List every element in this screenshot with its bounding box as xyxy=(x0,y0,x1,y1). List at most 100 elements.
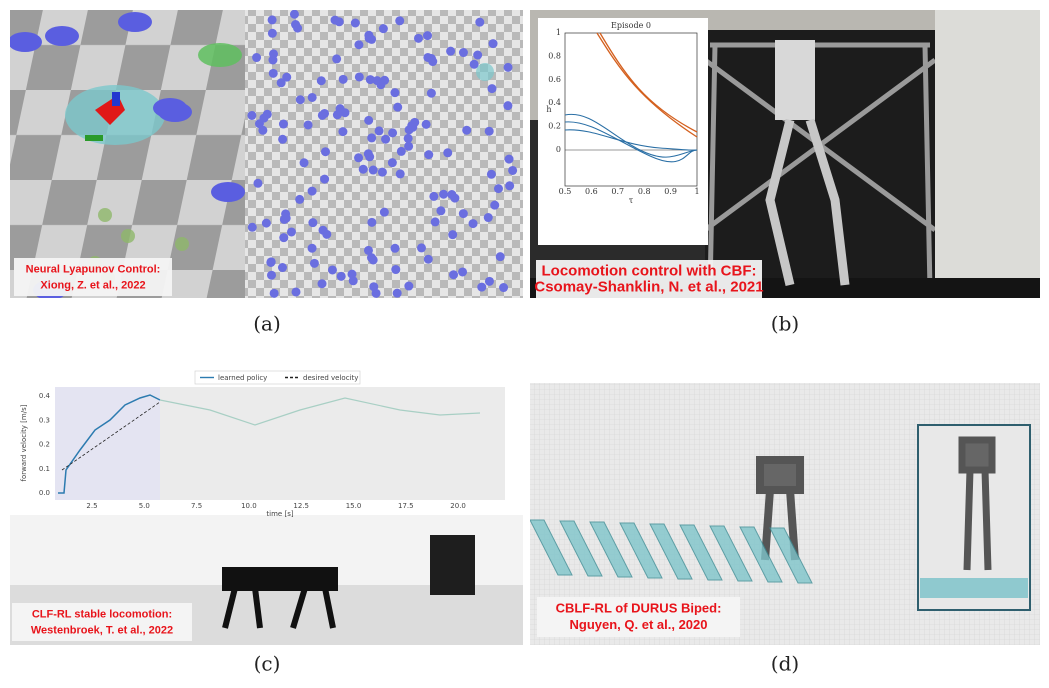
obstacle xyxy=(391,244,400,253)
obstacle xyxy=(508,166,517,175)
x-axis-label: time [s] xyxy=(266,510,293,518)
x-tick-label: 2.5 xyxy=(86,502,97,510)
obstacle xyxy=(317,76,326,85)
obstacle xyxy=(255,119,264,128)
obstacle xyxy=(428,57,437,66)
obstacle xyxy=(395,16,404,25)
obstacle xyxy=(351,19,360,28)
x-tick-label: 0.9 xyxy=(664,187,677,196)
obstacle xyxy=(354,153,363,162)
inset-title: Episode 0 xyxy=(611,21,651,30)
obstacle xyxy=(252,53,261,62)
marker xyxy=(175,237,189,251)
inset-plot xyxy=(538,18,708,245)
figure: Neural Lyapunov Control:Xiong, Z. et al.… xyxy=(0,0,1049,688)
caption-line: Westenbroek, T. et al., 2022 xyxy=(31,624,173,636)
obstacle xyxy=(388,128,397,137)
x-tick-label: 0.7 xyxy=(611,187,624,196)
obstacle xyxy=(424,255,433,264)
obstacle xyxy=(424,150,433,159)
obstacle xyxy=(473,51,482,60)
obstacle xyxy=(485,127,494,136)
y-tick-label: 0.0 xyxy=(39,489,50,497)
y-tick-label: 0.1 xyxy=(39,465,50,473)
y-tick-label: 0.2 xyxy=(39,441,50,449)
obstacle xyxy=(269,49,278,58)
obstacle xyxy=(367,253,376,262)
x-tick-label: 0.6 xyxy=(585,187,598,196)
obstacle xyxy=(397,147,406,156)
goal xyxy=(198,43,242,67)
obstacle xyxy=(378,168,387,177)
obstacle xyxy=(462,126,471,135)
obstacle xyxy=(359,165,368,174)
x-tick-label: 12.5 xyxy=(293,502,309,510)
y-tick-label: 0 xyxy=(556,145,561,154)
obstacle xyxy=(320,175,329,184)
obstacle xyxy=(487,84,496,93)
obstacle xyxy=(391,265,400,274)
obstacle xyxy=(310,259,319,268)
caption-line: Nguyen, Q. et al., 2020 xyxy=(570,617,708,632)
obstacle xyxy=(267,271,276,280)
y-axis-label: forward velocity [m/s] xyxy=(20,404,28,481)
obstacle xyxy=(417,243,426,252)
obstacle xyxy=(328,265,337,274)
obstacle xyxy=(335,17,344,26)
y-tick-label: 0.3 xyxy=(39,416,50,424)
obstacle xyxy=(429,192,438,201)
x-tick-label: 1 xyxy=(694,187,699,196)
obstacle xyxy=(278,135,287,144)
obstacle xyxy=(505,155,514,164)
computer xyxy=(430,535,475,595)
obstacle xyxy=(404,142,413,151)
obstacle xyxy=(427,89,436,98)
obstacle xyxy=(281,209,290,218)
caption-line: Csomay-Shanklin, N. et al., 2021 xyxy=(534,278,763,295)
obstacle xyxy=(318,226,327,235)
obstacle xyxy=(308,93,317,102)
x-tick-label: 5.0 xyxy=(139,502,150,510)
obstacle xyxy=(390,88,399,97)
obstacle xyxy=(279,120,288,129)
obstacle xyxy=(337,272,346,281)
obstacle xyxy=(393,289,402,298)
obstacle xyxy=(339,75,348,84)
obstacle xyxy=(404,282,413,291)
obstacle xyxy=(278,263,287,272)
obstacle xyxy=(484,213,493,222)
x-tick-label: 0.5 xyxy=(559,187,572,196)
obstacle xyxy=(459,209,468,218)
obstacle xyxy=(338,127,347,136)
marker xyxy=(98,208,112,222)
panel-label: (d) xyxy=(771,652,799,676)
obstacle xyxy=(321,147,330,156)
y-tick-label: 0.8 xyxy=(548,51,561,60)
legend-label: learned policy xyxy=(218,374,267,382)
x-tick-label: 15.0 xyxy=(346,502,362,510)
x-tick-label: 20.0 xyxy=(450,502,466,510)
obstacle xyxy=(499,283,508,292)
y-tick-label: 0.6 xyxy=(548,75,561,84)
obstacle xyxy=(504,63,513,72)
obstacle xyxy=(375,126,384,135)
obstacle xyxy=(447,190,456,199)
obstacle xyxy=(300,158,309,167)
obstacle xyxy=(8,32,42,52)
obstacle xyxy=(487,170,496,179)
panel-label: (a) xyxy=(253,312,281,336)
caption-line: Neural Lyapunov Control: xyxy=(26,263,161,275)
obstacle xyxy=(348,270,357,279)
obstacle xyxy=(422,120,431,129)
obstacle xyxy=(404,134,413,143)
obstacle xyxy=(332,54,341,63)
marker xyxy=(121,229,135,243)
y-axis-label: h xyxy=(546,105,551,114)
plot-area-highlight xyxy=(55,387,160,500)
legend-label: desired velocity xyxy=(303,374,358,382)
obstacle xyxy=(308,187,317,196)
obstacle xyxy=(279,233,288,242)
obstacle xyxy=(369,166,378,175)
obstacle xyxy=(153,98,187,118)
obstacle xyxy=(45,26,79,46)
